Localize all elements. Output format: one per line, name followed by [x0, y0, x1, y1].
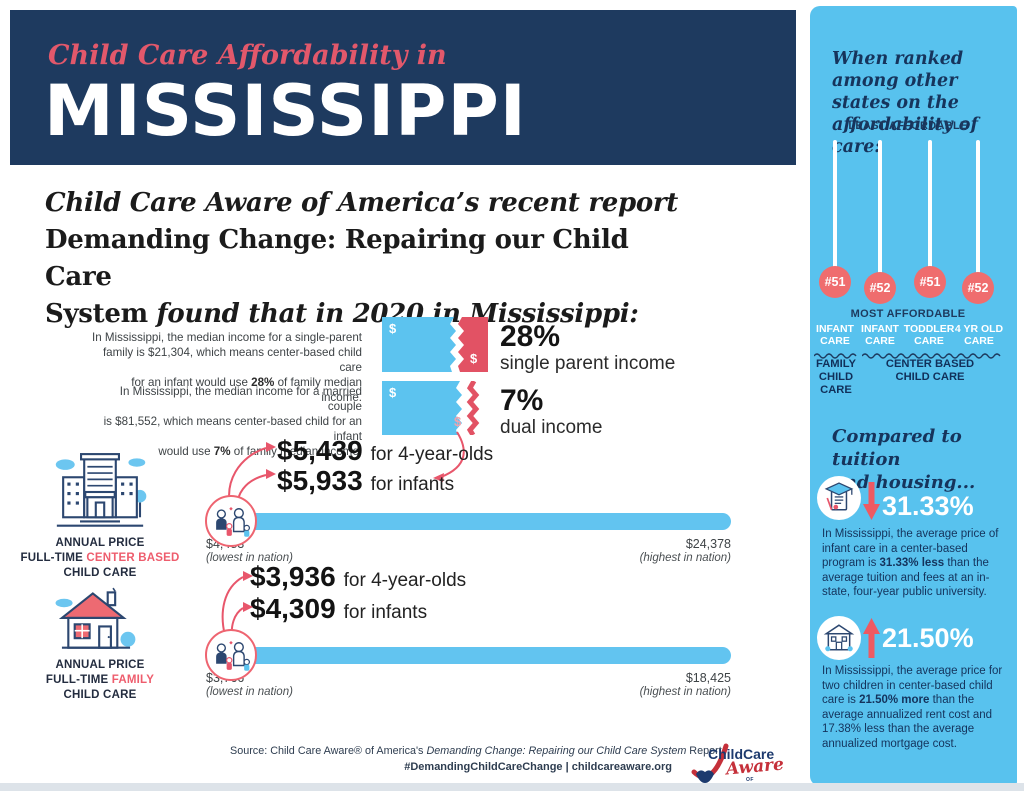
- childcare-aware-logo: ChildCare Aware OF AMERICA: [690, 740, 785, 789]
- family-care-range-bar: [206, 647, 731, 664]
- logo-swoosh-icon: [691, 743, 729, 783]
- sidebar-title: When ranked among other states on the af…: [832, 49, 979, 157]
- family-graphic: [216, 641, 250, 671]
- single-parent-pct: 28%: [500, 320, 561, 353]
- center-based-caption: ANNUAL PRICE FULL-TIME CENTER BASED CHIL…: [20, 537, 180, 579]
- housing-house-icon: [817, 616, 861, 660]
- torn-dollar-icon-28: $ $: [382, 317, 488, 372]
- rankings-sidebar: When ranked among other states on the af…: [810, 6, 1017, 786]
- connector-arrow-icon: [433, 431, 465, 482]
- intro-line3: System found that in 2020 in Mississippi…: [45, 299, 639, 329]
- intro-line2: Demanding Change: Repairing our Child Ca…: [45, 225, 629, 292]
- center-building-icon: [55, 453, 147, 527]
- tuition-paragraph: In Mississippi, the average price of inf…: [822, 528, 999, 599]
- dollar-sign-icon: $: [454, 414, 462, 429]
- rank-badge: #51: [914, 266, 946, 298]
- rank-badge: #51: [819, 266, 851, 298]
- intro-line1: Child Care Aware of America’s recent rep…: [45, 188, 678, 218]
- most-affordable-label: MOST AFFORDABLE: [850, 308, 966, 320]
- center-price-infant-row: $5,933 for infants: [277, 465, 455, 496]
- family-figures-icon: [205, 495, 257, 547]
- care-type-label: INFANT CARE: [816, 323, 854, 347]
- care-type-label: TODDLER CARE: [903, 323, 955, 347]
- torn-bill-graphic: [382, 379, 480, 437]
- page-title-state: MISSISSIPPI: [44, 70, 527, 152]
- hashtag-line: #DemandingChildCareChange | childcareawa…: [404, 761, 672, 773]
- intro-heading: Child Care Aware of America’s recent rep…: [45, 185, 685, 333]
- torn-bill-graphic: [382, 317, 488, 372]
- torn-dollar-icon-7: $ $: [382, 379, 484, 437]
- dollar-sign-icon: $: [470, 351, 478, 366]
- family-price-infant-row: $4,309 for infants: [250, 593, 428, 624]
- rank-badge: #52: [864, 272, 896, 304]
- source-attribution: Source: Child Care Aware® of America's D…: [230, 745, 722, 773]
- rank-line: [928, 140, 932, 268]
- header-eyebrow: Child Care Affordability in: [48, 40, 447, 71]
- bottom-strip: [0, 783, 1024, 791]
- center-price-infant: $5,933: [277, 465, 363, 496]
- compare-title: Compared to tuition and housing...: [832, 426, 976, 493]
- dual-income-pct: 7%: [500, 384, 544, 417]
- center-based-range-bar: [206, 513, 731, 530]
- family-care-caption: ANNUAL PRICE FULL-TIME FAMILY CHILD CARE: [45, 659, 155, 701]
- center-price-4yo: $5,439: [277, 435, 363, 466]
- dollar-sign-icon: $: [389, 321, 397, 336]
- bar1-high-label: $24,378 (highest in nation): [639, 537, 731, 564]
- bar2-high-label: $18,425 (highest in nation): [639, 671, 731, 698]
- family-graphic: [216, 507, 250, 537]
- logo-text-childcare: ChildCare: [708, 746, 775, 762]
- family-figures-icon: [205, 629, 257, 681]
- dollar-sign-icon: $: [389, 385, 397, 400]
- rank-line: [976, 140, 980, 274]
- single-parent-pct-label: single parent income: [500, 353, 676, 374]
- housing-pct: 21.50%: [882, 623, 974, 653]
- rank-line: [878, 140, 882, 274]
- tuition-pct: 31.33%: [882, 491, 974, 521]
- header-banner: Child Care Affordability in MISSISSIPPI: [10, 10, 796, 165]
- family-price-infant: $4,309: [250, 593, 336, 624]
- care-type-label: INFANT CARE: [861, 323, 899, 347]
- dual-income-paragraph: In Mississippi, the median income for a …: [103, 385, 362, 458]
- housing-paragraph: In Mississippi, the average price for tw…: [822, 665, 1003, 750]
- arrow-up-icon: [863, 618, 880, 658]
- center-group-label: CENTER BASED CHILD CARE: [885, 358, 975, 383]
- rank-line: [833, 140, 837, 268]
- center-price-4yo-row: $5,439 for 4-year-olds: [277, 435, 494, 466]
- tuition-diploma-icon: [817, 476, 861, 520]
- care-type-label: 4 YR OLD CARE: [954, 323, 1004, 347]
- least-affordable-label: LEAST AFFORDABLE: [848, 120, 968, 132]
- single-parent-paragraph: In Mississippi, the median income for a …: [91, 331, 362, 404]
- wavy-divider-icon: [862, 353, 1001, 359]
- family-house-icon: [55, 587, 136, 649]
- family-price-4yo: $3,936: [250, 561, 336, 592]
- rank-badge: #52: [962, 272, 994, 304]
- arrow-down-icon: [863, 482, 880, 520]
- wavy-divider-icon: [814, 353, 857, 359]
- family-price-4yo-row: $3,936 for 4-year-olds: [250, 561, 467, 592]
- family-group-label: FAMILY CHILD CARE: [816, 358, 856, 396]
- dual-income-pct-label: dual income: [500, 417, 603, 438]
